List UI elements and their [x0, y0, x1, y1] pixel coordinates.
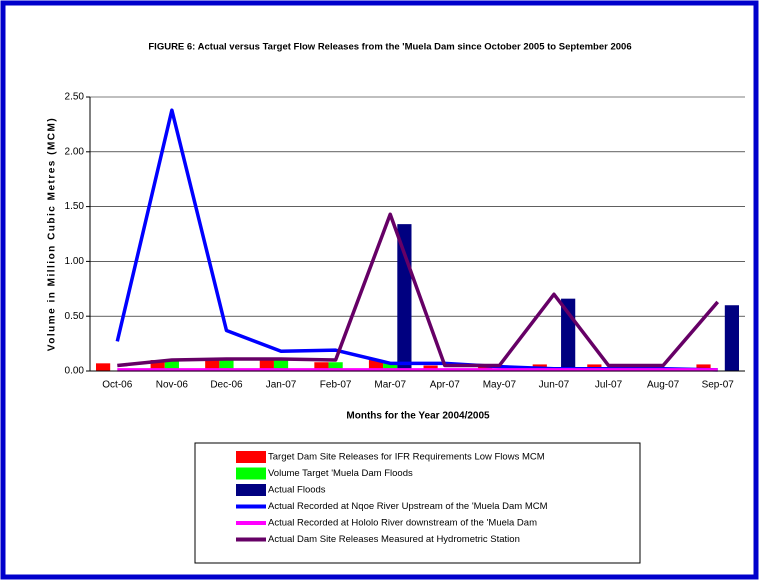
y-tick-label: 2.50 — [65, 92, 85, 103]
y-tick-label: 1.00 — [65, 256, 85, 267]
x-tick-label: Jul-07 — [595, 380, 623, 391]
bar — [259, 360, 274, 371]
legend-label: Actual Recorded at Nqoe River Upstream o… — [268, 501, 548, 512]
x-tick-label: Oct-06 — [102, 380, 132, 391]
x-tick-label: May-07 — [483, 380, 517, 391]
y-tick-label: 2.00 — [65, 146, 85, 157]
y-tick-label: 0.00 — [65, 366, 85, 377]
x-tick-label: Aug-07 — [647, 380, 680, 391]
bar — [368, 360, 384, 371]
y-tick-label: 0.50 — [65, 311, 85, 322]
bar — [383, 363, 398, 371]
x-tick-label: Dec-06 — [210, 380, 243, 391]
legend-swatch — [236, 467, 266, 480]
x-tick-label: Apr-07 — [430, 380, 460, 391]
line — [117, 212, 720, 368]
legend-label: Volume Target 'Muela Dam Floods — [268, 468, 413, 479]
bar — [397, 224, 412, 371]
chart-title: FIGURE 6: Actual versus Target Flow Rele… — [148, 42, 631, 53]
legend-label: Target Dam Site Releases for IFR Require… — [268, 452, 545, 463]
x-axis-label: Months for the Year 2004/2005 — [346, 411, 490, 422]
y-tick-label: 1.50 — [65, 201, 85, 212]
bar — [328, 362, 343, 371]
x-tick-label: Sep-07 — [702, 380, 735, 391]
x-tick-label: Mar-07 — [374, 380, 406, 391]
bar — [96, 363, 111, 371]
x-tick-label: Jan-07 — [266, 380, 297, 391]
x-tick-label: Feb-07 — [320, 380, 352, 391]
bar — [205, 360, 220, 371]
legend — [194, 442, 641, 564]
legend-label: Actual Floods — [268, 485, 326, 496]
bar — [724, 305, 739, 371]
bar — [150, 360, 165, 371]
y-axis-label: Volume in Million Cubic Metres (MCM) — [47, 117, 58, 351]
bar — [219, 360, 234, 371]
bar — [164, 360, 179, 371]
bar — [561, 298, 576, 371]
x-tick-label: Jun-07 — [539, 380, 570, 391]
bar — [273, 360, 289, 371]
legend-label: Actual Recorded at Hololo River downstre… — [268, 518, 537, 529]
bar — [314, 362, 329, 371]
legend-swatch — [236, 451, 266, 463]
bar — [696, 364, 711, 371]
x-tick-label: Nov-06 — [156, 380, 189, 391]
legend-swatch — [236, 484, 266, 496]
legend-label: Actual Dam Site Releases Measured at Hyd… — [268, 534, 520, 545]
